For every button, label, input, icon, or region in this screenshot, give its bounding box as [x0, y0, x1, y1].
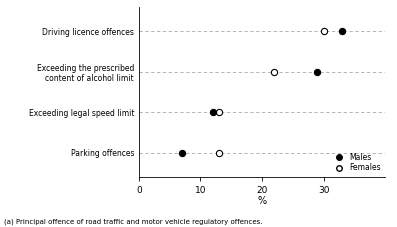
Text: (a) Principal offence of road traffic and motor vehicle regulatory offences.: (a) Principal offence of road traffic an… — [4, 218, 262, 225]
Legend: Males, Females: Males, Females — [331, 152, 381, 173]
Point — [210, 110, 216, 114]
Point — [339, 29, 345, 33]
Point — [271, 70, 278, 74]
Point — [314, 70, 321, 74]
Point — [320, 29, 327, 33]
Point — [216, 110, 222, 114]
Point — [216, 151, 222, 155]
X-axis label: %: % — [258, 197, 266, 207]
Point — [179, 151, 185, 155]
